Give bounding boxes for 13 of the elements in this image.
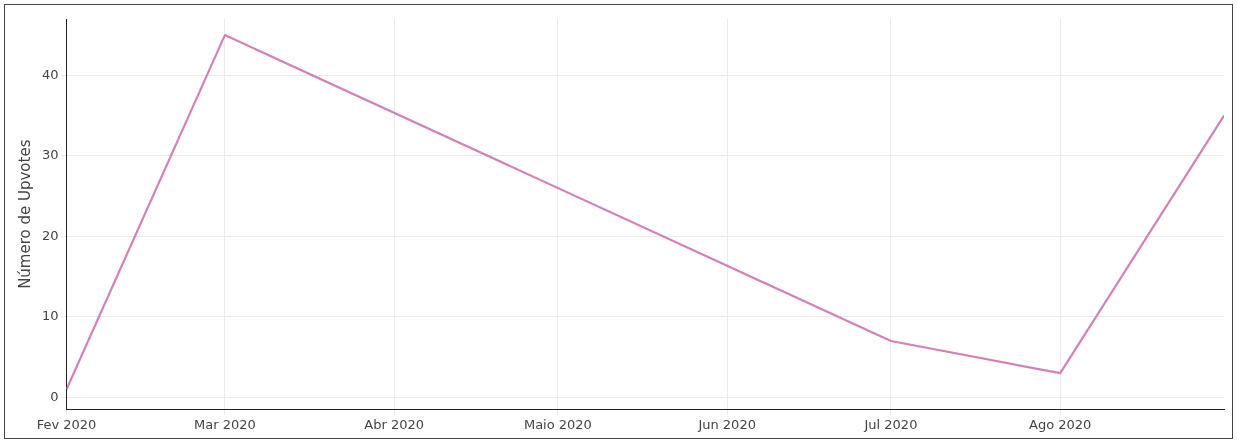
x-tick-label: Jul 2020	[863, 416, 918, 432]
y-tick-label: 40	[42, 66, 59, 82]
x-tick-label: Maio 2020	[523, 416, 592, 432]
x-tick-label: Fev 2020	[36, 416, 97, 432]
x-tick-label: Jun 2020	[697, 416, 756, 432]
y-tick-label: 20	[42, 227, 59, 243]
y-axis-title: Número de Upvotes	[15, 139, 34, 289]
x-tick-label: Ago 2020	[1029, 416, 1092, 432]
x-tick-label: Mar 2020	[194, 416, 256, 432]
y-tick-label: 0	[50, 388, 59, 404]
y-tick-label: 10	[42, 308, 59, 324]
y-tick-label: 30	[42, 147, 59, 163]
x-tick-label: Abr 2020	[364, 416, 424, 432]
